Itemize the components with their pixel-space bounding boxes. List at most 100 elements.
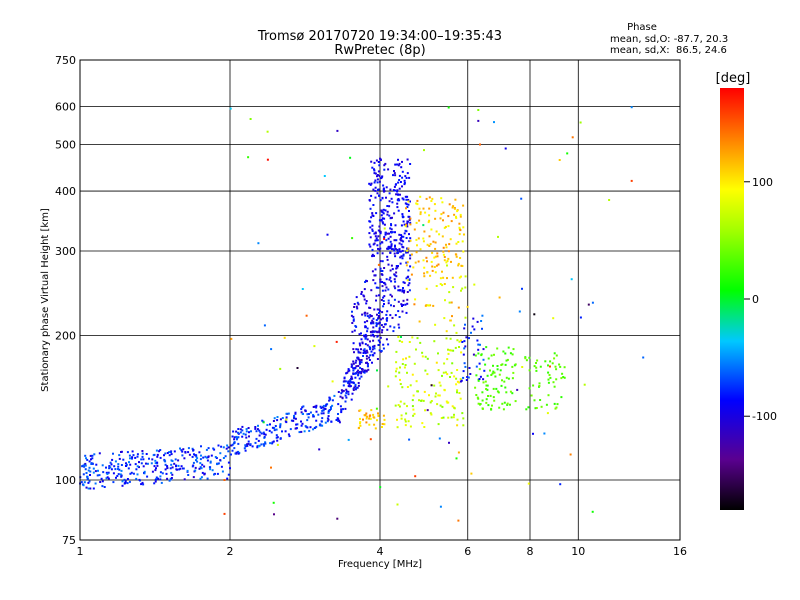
- data-point: [437, 369, 440, 372]
- data-point: [107, 477, 110, 480]
- data-point: [315, 410, 318, 413]
- data-point: [407, 198, 410, 201]
- data-point: [397, 198, 400, 200]
- data-point: [242, 432, 245, 435]
- data-point: [511, 365, 514, 368]
- data-point: [412, 414, 415, 417]
- data-point: [504, 386, 507, 389]
- data-point: [385, 239, 388, 242]
- data-point: [270, 466, 272, 469]
- data-point: [402, 216, 405, 218]
- data-point: [152, 454, 155, 457]
- data-point: [364, 333, 367, 336]
- data-point: [121, 484, 124, 487]
- data-point: [464, 275, 467, 278]
- data-point: [336, 129, 339, 132]
- data-point: [459, 215, 462, 218]
- data-point: [411, 336, 414, 339]
- data-point: [338, 419, 341, 422]
- data-point: [268, 429, 271, 432]
- data-point: [213, 473, 215, 476]
- data-point: [434, 323, 437, 326]
- data-point: [435, 264, 438, 267]
- data-point: [393, 172, 396, 175]
- data-point: [105, 471, 108, 474]
- data-point: [360, 338, 363, 341]
- data-point: [127, 467, 130, 470]
- data-point: [455, 331, 458, 334]
- data-point: [463, 347, 466, 350]
- data-point: [260, 443, 263, 446]
- data-point: [446, 358, 449, 361]
- data-point: [374, 268, 377, 271]
- data-point: [439, 384, 442, 387]
- data-point: [433, 266, 436, 268]
- data-point: [451, 405, 454, 408]
- data-point: [281, 430, 283, 433]
- data-point: [422, 224, 425, 227]
- data-point: [230, 337, 233, 340]
- data-point: [109, 461, 112, 464]
- data-point: [458, 392, 461, 394]
- data-point: [430, 400, 433, 402]
- data-point: [357, 365, 360, 367]
- data-point: [485, 388, 488, 390]
- data-point: [220, 465, 223, 468]
- data-point: [549, 365, 551, 368]
- data-point: [443, 317, 446, 320]
- data-point: [377, 339, 380, 342]
- data-point: [129, 457, 131, 460]
- data-point: [499, 369, 502, 372]
- data-point: [243, 447, 246, 450]
- data-point: [397, 164, 400, 167]
- data-point: [205, 456, 208, 459]
- data-point: [464, 323, 466, 326]
- data-point: [404, 424, 407, 427]
- data-point: [511, 392, 514, 395]
- data-point: [426, 271, 429, 274]
- data-point: [407, 247, 410, 250]
- data-point: [257, 445, 260, 448]
- data-point: [393, 249, 396, 252]
- data-point: [373, 344, 376, 347]
- data-point: [363, 348, 366, 351]
- y-tick-label: 600: [55, 101, 76, 114]
- data-point: [294, 412, 297, 415]
- data-point: [360, 348, 362, 351]
- data-point: [378, 194, 381, 197]
- data-point: [535, 369, 538, 372]
- data-point: [445, 243, 447, 246]
- data-point: [351, 392, 354, 395]
- data-point: [440, 213, 443, 216]
- data-point: [235, 430, 238, 433]
- data-point: [359, 366, 362, 369]
- data-point: [473, 283, 476, 286]
- data-point: [480, 320, 483, 322]
- data-point: [111, 458, 114, 461]
- data-point: [360, 370, 363, 373]
- data-point: [164, 452, 167, 455]
- data-point: [402, 281, 405, 284]
- data-point: [447, 352, 450, 355]
- data-point: [374, 274, 377, 277]
- data-point: [390, 244, 393, 247]
- data-point: [405, 412, 408, 415]
- data-point: [210, 454, 213, 457]
- data-point: [353, 303, 356, 305]
- data-point: [416, 203, 419, 206]
- data-point: [394, 183, 397, 186]
- data-point: [441, 201, 444, 204]
- data-point: [450, 371, 453, 374]
- data-point: [364, 352, 367, 355]
- data-point: [439, 217, 442, 220]
- data-point: [389, 269, 392, 272]
- data-point: [512, 371, 515, 374]
- data-point: [404, 364, 407, 366]
- data-point: [402, 198, 405, 201]
- data-point: [369, 347, 372, 349]
- data-point: [401, 290, 404, 293]
- data-point: [405, 223, 408, 226]
- data-point: [399, 238, 402, 241]
- data-point: [452, 349, 455, 352]
- data-point: [495, 387, 498, 390]
